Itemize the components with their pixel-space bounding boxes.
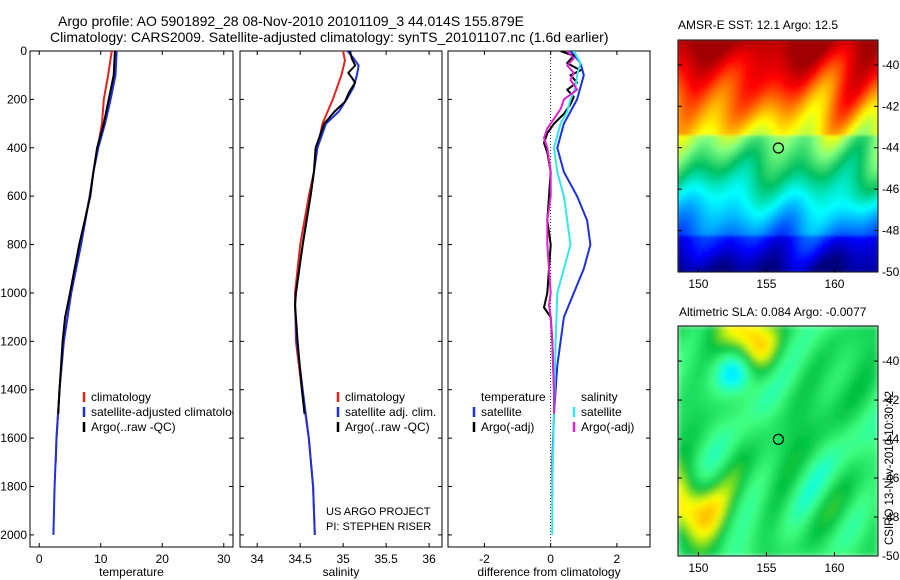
salinity-profile-frame: [239, 50, 443, 548]
figure-title-line2: Climatology: CARS2009. Satellite-adjuste…: [50, 29, 609, 45]
sst-map-xtick-label-160: 160: [824, 277, 844, 291]
temperature-profile-xtick-label-30: 30: [217, 552, 231, 566]
sst-map-ytick-label-48: -48: [882, 224, 900, 238]
legend-satellite-adjusted-label: satellite-adjusted climatology: [91, 405, 244, 419]
difference-profile-xtick-label-2: -2: [479, 552, 490, 566]
sla-map-axes: -40 -42 -44 -46 -48 -50 150 155 160: [677, 325, 900, 575]
sst-map-ytick-label-46: -46: [882, 182, 900, 196]
depth-tick-label-1200: 1200: [0, 334, 27, 348]
legend-temperature-heading: temperature: [481, 390, 546, 404]
legend-argo-label: Argo(..raw -QC): [345, 420, 430, 434]
salinity-profile-xtick-label-36: 36: [422, 552, 436, 566]
sla-map-field-cells: [678, 326, 878, 556]
difference-legend: temperaturesatelliteArgo(-adj)salinitysa…: [472, 390, 634, 434]
sla-map-ytick-label-42: -42: [882, 393, 900, 407]
depth-tick-label-1000: 1000: [0, 286, 27, 300]
sla-map-panel: -40 -42 -44 -46 -48 -50 150 155 160: [677, 325, 900, 575]
sla-map-profile-marker: [772, 433, 784, 445]
difference-profile-xtick-label-2: 2: [614, 552, 621, 566]
depth-tick-label-1800: 1800: [0, 480, 27, 494]
sst-map-ytick-label-44: -44: [882, 141, 900, 155]
difference-profile-xtick-label-0: 0: [547, 552, 554, 566]
sla-map-frame: [677, 325, 879, 557]
salinity-profile-xtick-label-35: 35: [336, 552, 350, 566]
sst-map-axes: -40 -42 -44 -46 -48 -50 150 155 160: [677, 39, 900, 291]
sla-map-xtick-label-155: 155: [756, 561, 776, 575]
sst-map-field-cells: [678, 40, 878, 272]
sla-map-xtick-label-160: 160: [824, 561, 844, 575]
project-name: US ARGO PROJECT: [326, 506, 431, 518]
difference-profile-series: [543, 51, 592, 547]
temperature-profile-xtick-label-0: 0: [36, 552, 43, 566]
sla-map-xtick-label-150: 150: [688, 561, 708, 575]
salinity-profile-xtick-label-35-5: 35.5: [374, 552, 398, 566]
temperature-profile-xtick-label-20: 20: [156, 552, 170, 566]
legend-climatology-label: climatology: [91, 390, 151, 404]
sla-map-ytick-label-48: -48: [882, 510, 900, 524]
legend-salinity-heading: salinity: [581, 390, 618, 404]
sst-map-panel: -40 -42 -44 -46 -48 -50 150 155 160: [677, 39, 900, 291]
temperature-profile-series-argo-raw-qc: [57, 51, 116, 414]
depth-tick-label-1400: 1400: [0, 383, 27, 397]
legend-climatology-label: climatology: [345, 390, 405, 404]
sla-map-ytick-label-44: -44: [882, 432, 900, 446]
sst-map-title: AMSR-E SST: 12.1 Argo: 12.5: [678, 18, 839, 32]
difference-profile-series-salinity-argo-adj: [543, 51, 579, 414]
depth-tick-label-0: 0: [20, 44, 27, 58]
sst-map-ytick-label-42: -42: [882, 99, 900, 113]
salinity-profile-xtick-label-34-5: 34.5: [288, 552, 312, 566]
salinity-profile-series: [294, 51, 360, 535]
sst-map-xtick-label-150: 150: [688, 277, 708, 291]
depth-tick-label-2000: 2000: [0, 528, 27, 542]
sla-map-ytick-label-50: -50: [882, 549, 900, 563]
salinity-profile-series-argo-raw-qc: [294, 51, 357, 415]
depth-tick-label-600: 600: [7, 189, 27, 203]
sst-map-ytick-label-50: -50: [882, 265, 900, 279]
sla-map-ytick-label-46: -46: [882, 471, 900, 485]
legend-argo-label: Argo(..raw -QC): [91, 420, 176, 434]
sst-map-xtick-label-155: 155: [756, 277, 776, 291]
depth-tick-label-1600: 1600: [0, 431, 27, 445]
salinity-profile-axes: 34 34.5 35 35.5 36 salinity: [239, 50, 443, 579]
sla-map-field: [678, 326, 878, 556]
sla-map-title: Altimetric SLA: 0.084 Argo: -0.0077: [679, 305, 867, 319]
salinity-profile-xlabel: salinity: [323, 565, 360, 579]
sst-map-field: [678, 40, 878, 272]
depth-tick-label-200: 200: [7, 92, 27, 106]
difference-profile-xlabel: difference from climatology: [477, 565, 620, 579]
legend-temperature-satellite-label: satellite: [481, 405, 522, 419]
legend-satellite-adj-label: satellite adj. clim.: [345, 405, 436, 419]
temperature-panel: 0 200 400 600 800 1000 1200 1400 1600 1800 2000 0 10…: [0, 44, 244, 579]
difference-profile-series-temperature-argo-adj: [543, 51, 582, 414]
difference-profile-series-temperature-satellite: [551, 51, 592, 499]
figure-title-line1: Argo profile: AO 5901892_28 08-Nov-2010 …: [58, 13, 524, 29]
project-pi: PI: STEPHEN RISER: [326, 521, 432, 533]
sst-map-ytick-label-40: -40: [882, 58, 900, 72]
salinity-profile-xtick-label-34: 34: [251, 552, 265, 566]
depth-tick-label-400: 400: [7, 141, 27, 155]
legend-temperature-argo-label: Argo(-adj): [481, 420, 534, 434]
temperature-profile-xtick-label-10: 10: [94, 552, 108, 566]
timestamp-stamp: CSIRO 13-Nov-2010 10:30:42: [884, 390, 896, 545]
legend-salinity-satellite-label: satellite: [581, 405, 622, 419]
legend-salinity-argo-label: Argo(-adj): [581, 420, 634, 434]
temperature-profile-axes: 0 200 400 600 800 1000 1200 1400 1600 1800 2000 0 10…: [0, 44, 234, 579]
salinity-panel: 34 34.5 35 35.5 36 salinity climatologysatelli…: [239, 50, 443, 579]
depth-tick-label-800: 800: [7, 238, 27, 252]
temperature-profile-xlabel: temperature: [99, 565, 164, 579]
sst-map-frame: [677, 39, 879, 273]
temperature-profile-frame: [29, 50, 234, 548]
sla-map-ytick-label-40: -40: [882, 354, 900, 368]
sst-map-profile-marker: [772, 142, 784, 154]
temperature-profile-series: [52, 51, 118, 535]
